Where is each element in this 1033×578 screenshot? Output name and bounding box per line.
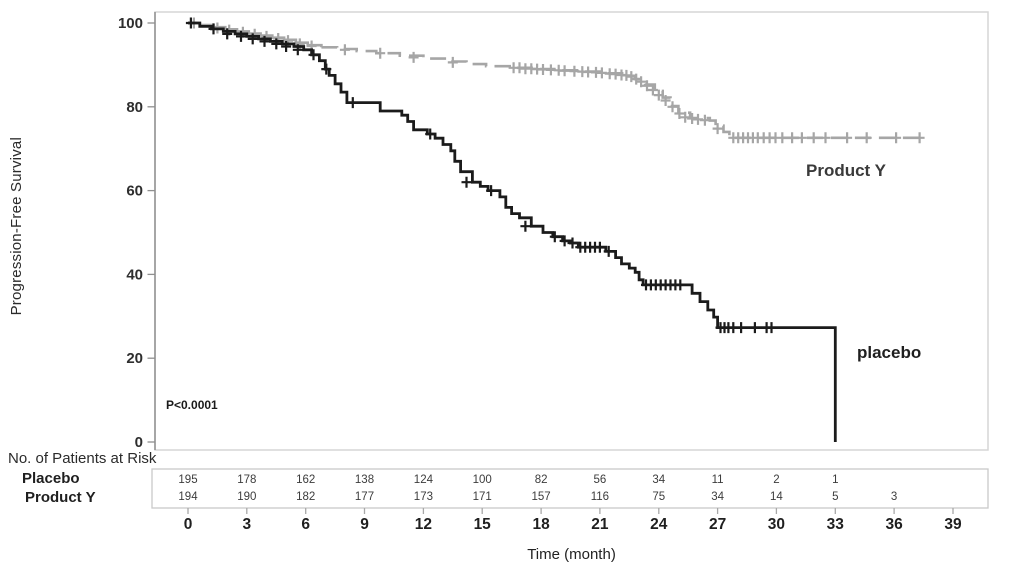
at-risk-count: 82	[535, 474, 548, 486]
y-tick-label: 80	[126, 99, 143, 116]
y-tick-label: 100	[118, 15, 143, 32]
product-y-curve	[188, 21, 922, 140]
at-risk-row-placebo: 195 178 162 138 124 100 82 56 34 11 2 1	[178, 474, 838, 486]
at-risk-row-product-y: 194 190 182 177 173 171 157 116 75 34 14 5 3	[178, 491, 897, 503]
at-risk-count: 138	[355, 474, 374, 486]
at-risk-count: 173	[414, 491, 433, 503]
at-risk-count: 171	[473, 491, 492, 503]
at-risk-count: 178	[237, 474, 256, 486]
y-tick-label: 0	[135, 434, 143, 451]
x-tick-label: 27	[709, 516, 726, 533]
plot-frame	[154, 11, 989, 451]
at-risk-count: 195	[178, 474, 197, 486]
at-risk-count: 157	[532, 491, 551, 503]
at-risk-count: 14	[770, 491, 783, 503]
at-risk-count: 3	[891, 491, 897, 503]
at-risk-count: 162	[296, 474, 315, 486]
at-risk-count: 11	[712, 474, 724, 486]
at-risk-count: 1	[832, 474, 838, 486]
at-risk-count: 182	[296, 491, 315, 503]
x-axis-title: Time (month)	[527, 546, 616, 563]
product-y-curve-dashed	[321, 46, 922, 140]
at-risk-count: 5	[832, 491, 838, 503]
at-risk-count: 116	[591, 491, 609, 503]
at-risk-count: 100	[473, 474, 492, 486]
placebo-curve-label: placebo	[857, 343, 922, 362]
x-tick-label: 0	[184, 516, 193, 533]
at-risk-count: 194	[178, 491, 198, 503]
product-y-curve-label: Product Y	[806, 161, 886, 180]
at-risk-count: 56	[594, 474, 607, 486]
y-tick-label: 40	[126, 266, 143, 283]
at-risk-count: 75	[652, 491, 665, 503]
x-tick-label: 21	[591, 516, 609, 533]
x-tick-label: 12	[415, 516, 432, 533]
placebo-curve	[188, 21, 837, 442]
x-tick-label: 15	[474, 516, 492, 533]
x-tick-label: 6	[301, 516, 310, 533]
at-risk-row-label-product-y: Product Y	[25, 489, 96, 506]
x-tick-label: 18	[532, 516, 550, 533]
x-axis-ticks: 0 3 6 9 12 15 18 21 24 27 30 33 36 39	[184, 508, 962, 533]
at-risk-count: 34	[711, 491, 724, 503]
y-axis-ticks: 0 20 40 60 80 100	[118, 15, 155, 451]
p-value-annotation: P<0.0001	[166, 398, 218, 412]
x-tick-label: 30	[768, 516, 785, 533]
at-risk-box	[151, 468, 989, 509]
at-risk-count: 34	[652, 474, 665, 486]
placebo-censor-marks	[185, 17, 777, 334]
at-risk-count: 177	[355, 491, 374, 503]
x-tick-label: 36	[885, 516, 903, 533]
at-risk-title: No. of Patients at Risk	[8, 450, 157, 467]
x-tick-label: 9	[360, 516, 369, 533]
product-y-censor-marks	[188, 17, 925, 144]
at-risk-count: 124	[414, 474, 434, 486]
y-axis-title: Progression-Free Survival	[8, 137, 25, 316]
y-tick-label: 20	[126, 350, 143, 367]
at-risk-count: 2	[773, 474, 779, 486]
at-risk-count: 190	[237, 491, 256, 503]
placebo-curve-path	[188, 21, 837, 442]
x-tick-label: 33	[827, 516, 845, 533]
x-tick-label: 24	[650, 516, 668, 533]
x-tick-label: 3	[242, 516, 251, 533]
at-risk-row-label-placebo: Placebo	[22, 470, 80, 487]
x-tick-label: 39	[944, 516, 962, 533]
y-tick-label: 60	[126, 183, 143, 200]
